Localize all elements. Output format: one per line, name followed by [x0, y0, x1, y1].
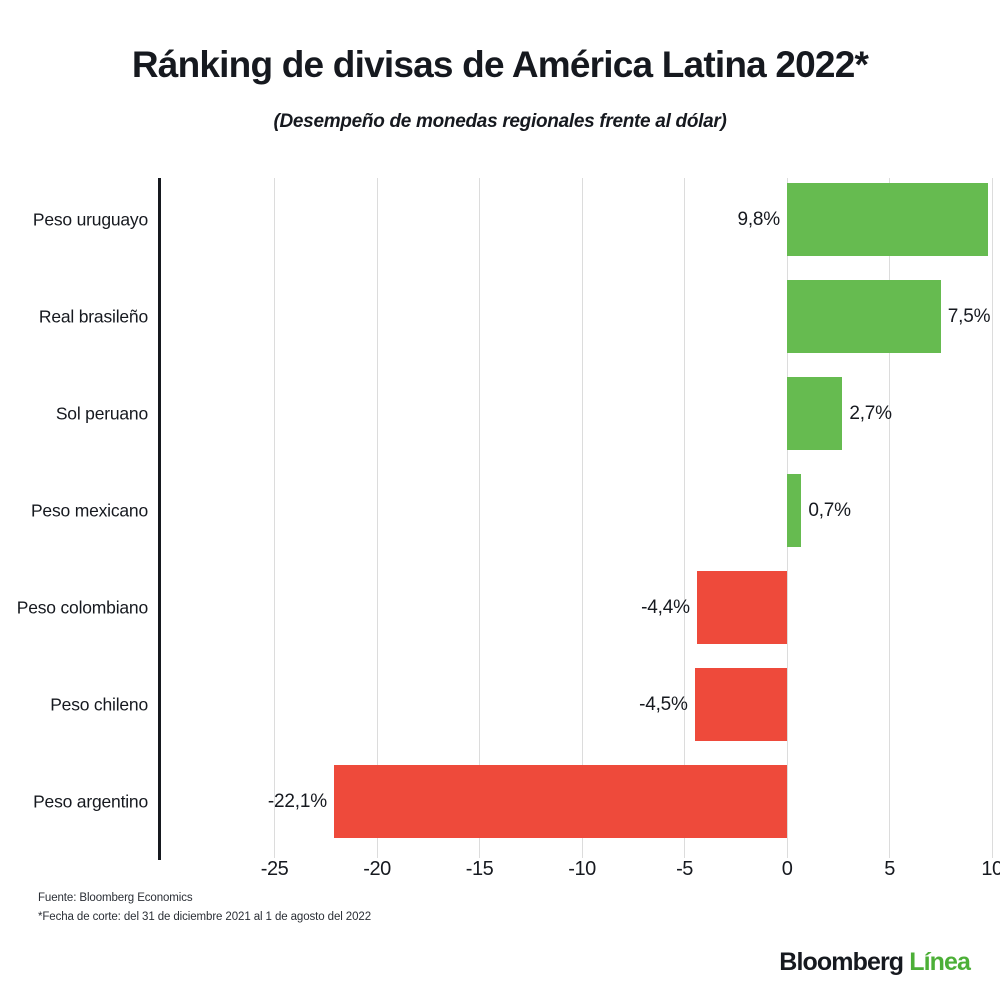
gridline-neg10 [581, 178, 583, 858]
bar[interactable] [696, 571, 787, 644]
x-tick-label: 0 [781, 858, 793, 880]
x-tick-label: -20 [363, 858, 391, 880]
bar-value-label: 0,7% [808, 499, 851, 521]
gridline-neg25 [274, 178, 275, 858]
x-tick-label: -10 [568, 858, 596, 880]
chart-footnotes: Fuente: Bloomberg Economics *Fecha de co… [38, 889, 371, 927]
y-axis-line [158, 178, 161, 860]
page-subtitle: (Desempeño de monedas regionales frente … [273, 110, 727, 132]
bar[interactable] [787, 280, 941, 353]
bar-value-label: 2,7% [849, 402, 892, 424]
bar[interactable] [333, 765, 787, 838]
cutoff-date-note: *Fecha de corte: del 31 de diciembre 202… [38, 910, 371, 923]
page-title: Ránking de divisas de América Latina 202… [131, 44, 869, 85]
gridline-5 [889, 178, 890, 858]
gridline-10 [991, 178, 993, 858]
x-tick-label: -15 [465, 858, 494, 880]
chart-row: Peso colombiano -4,4% [0, 566, 1000, 649]
chart-row: Peso mexicano 0,7% [0, 469, 1000, 552]
bar[interactable] [787, 377, 843, 450]
chart-row: Peso chileno -4,5% [0, 663, 1000, 746]
bar[interactable] [694, 668, 787, 741]
chart-row: Real brasileño 7,5% [0, 275, 1000, 358]
category-label: Sol peruano [55, 403, 148, 423]
bar-value-label: -4,4% [641, 596, 690, 618]
category-label: Real brasileño [38, 306, 148, 326]
logo-bloomberg-text: Bloomberg [779, 948, 904, 976]
bar[interactable] [787, 183, 988, 256]
chart-plot-area: Peso uruguayo 9,8% Real brasileño 7,5% Sol p… [0, 178, 1000, 878]
bar[interactable] [787, 474, 802, 547]
gridline-neg5 [684, 178, 685, 858]
bar-value-label: 7,5% [947, 305, 991, 327]
category-label: Peso uruguayo [32, 209, 148, 229]
source-text: Fuente: Bloomberg Economics [38, 892, 193, 904]
category-label: Peso mexicano [30, 500, 148, 520]
x-tick-label: 10 [981, 858, 1000, 880]
chart-row: Peso argentino -22,1% [0, 760, 1000, 843]
category-label: Peso chileno [50, 694, 148, 714]
x-tick-label: -25 [260, 858, 289, 880]
bar-value-label: -4,5% [639, 693, 688, 715]
chart-row: Peso uruguayo 9,8% [0, 178, 1000, 261]
gridline-neg15 [479, 178, 480, 858]
chart-header: Ránking de divisas de América Latina 202… [0, 0, 1000, 133]
gridline-neg20 [376, 178, 378, 858]
category-label: Peso argentino [33, 791, 148, 811]
logo-linea-text: Línea [909, 948, 971, 976]
chart-row: Sol peruano 2,7% [0, 372, 1000, 455]
x-tick-label: 5 [884, 858, 895, 880]
bloomberg-linea-logo: Bloomberg Línea [779, 948, 971, 977]
bar-value-label: -22,1% [267, 790, 327, 812]
x-axis: -25 -20 -15 -10 -5 0 5 10 [0, 858, 1000, 892]
bar-value-label: 9,8% [737, 208, 780, 230]
x-tick-label: -5 [676, 858, 693, 880]
category-label: Peso colombiano [16, 597, 148, 617]
